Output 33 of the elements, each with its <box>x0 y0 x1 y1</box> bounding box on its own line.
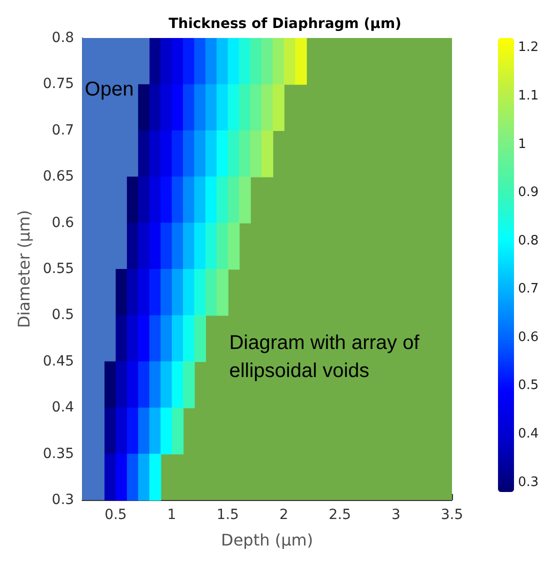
x-tick-label: 1 <box>167 507 176 523</box>
color-bar-label: 0.9 <box>518 185 539 200</box>
y-tick-label: 0.5 <box>52 307 74 324</box>
y-tick-label: 0.65 <box>42 168 74 185</box>
band-label: Diagram with array of ellipsoidal voids <box>229 332 425 382</box>
color-bar-label: 1 <box>518 136 526 152</box>
y-tick-label: 0.7 <box>52 122 74 138</box>
x-tick-label: 1.5 <box>216 507 239 523</box>
x-tick-label: 3.5 <box>440 507 464 523</box>
chart-title: Thickness of Diaphragm (μm) <box>168 16 402 32</box>
color-bar-label: 0.3 <box>518 474 539 490</box>
x-tick-label: 2 <box>279 507 288 523</box>
band-label: Open <box>84 78 134 101</box>
y-tick-label: 0.4 <box>52 400 74 416</box>
y-tick-label: 0.75 <box>42 76 74 92</box>
color-bar-label: 0.4 <box>518 426 539 442</box>
y-tick-label: 0.55 <box>42 261 74 277</box>
y-tick-label: 0.6 <box>52 214 74 231</box>
x-tick-label: 3 <box>391 507 400 523</box>
color-bar-label: 0.7 <box>518 282 539 297</box>
color-bar-label: 0.5 <box>518 378 539 394</box>
y-axis-title: Diameter (μm) <box>14 210 34 328</box>
color-bar-label: 0.6 <box>518 330 539 345</box>
color-bar-label: 1.2 <box>518 40 539 56</box>
y-tick-label: 0.35 <box>42 446 74 462</box>
y-tick-label: 0.45 <box>42 353 74 370</box>
x-tick-label: 0.5 <box>104 507 127 523</box>
color-bar-label: 0.8 <box>518 233 539 248</box>
y-tick-label: 0.3 <box>52 492 74 508</box>
x-tick-label: 2.5 <box>328 507 352 523</box>
color-bar-label: 1.1 <box>518 88 539 104</box>
x-axis-title: Depth (μm) <box>220 530 314 550</box>
y-tick-label: 0.8 <box>52 30 74 46</box>
